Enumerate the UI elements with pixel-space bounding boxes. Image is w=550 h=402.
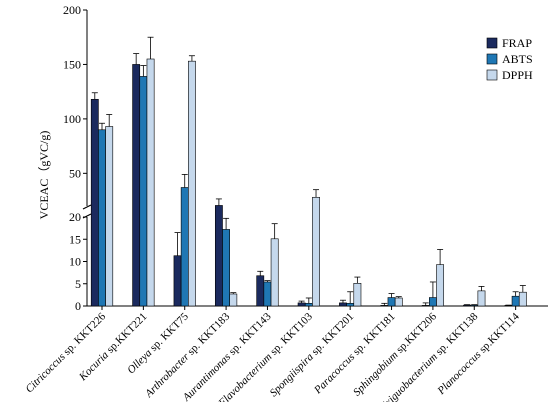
bar-frap: [173, 255, 182, 307]
bar-frap: [132, 64, 141, 307]
y-tick-label: 150: [63, 57, 81, 71]
bar-dpph: [477, 290, 486, 307]
legend-label-frap: FRAP: [502, 36, 532, 50]
bar-frap: [297, 302, 306, 307]
legend-swatch-frap: [486, 37, 498, 49]
axis-break-mark: [82, 204, 92, 210]
y-tick-label: 200: [63, 3, 81, 17]
legend-label-dpph: DPPH: [502, 68, 533, 82]
bar-abts: [304, 303, 313, 307]
bar-dpph: [229, 293, 238, 307]
bar-frap: [256, 275, 265, 307]
legend-label-abts: ABTS: [502, 52, 533, 66]
bar-abts: [263, 281, 272, 307]
bar-frap: [214, 205, 223, 307]
bar-abts: [470, 304, 479, 307]
bar-abts: [346, 303, 355, 307]
bar-dpph: [518, 291, 527, 307]
bar-abts: [180, 187, 189, 307]
y-tick-label: 100: [63, 112, 81, 126]
y-axis-label: VCEAC（gVC/g): [37, 131, 51, 220]
bar-dpph: [394, 297, 403, 307]
bar-dpph: [105, 126, 114, 307]
y-tick-label: 5: [75, 277, 81, 291]
legend: FRAP ABTS DPPH: [486, 36, 533, 82]
legend-swatch-dpph: [486, 69, 498, 81]
y-tick-label: 20: [69, 210, 81, 224]
bar-frap: [339, 302, 347, 307]
bar-dpph: [353, 283, 362, 307]
bar-abts: [222, 229, 230, 307]
bar-abts: [429, 297, 437, 307]
x-tick-label: Citricoccus sp. KKT226: [23, 310, 108, 395]
y-tick-label: 50: [69, 166, 81, 180]
bar-dpph: [312, 196, 320, 307]
bar-dpph: [270, 238, 279, 307]
bar-abts: [98, 129, 106, 307]
y-tick-label: 0: [75, 299, 81, 313]
bars: [90, 58, 527, 307]
bar-dpph: [188, 60, 196, 307]
x-tick-label: Spongiispira sp. KKT201: [268, 311, 357, 400]
x-tick-label: Planococcus sp.KKT114: [435, 310, 522, 397]
bar-abts: [387, 297, 396, 307]
bar-frap: [463, 304, 471, 307]
bar-frap: [90, 98, 99, 307]
bar-dpph: [146, 58, 155, 307]
x-tick-label: Paracoccus sp. KKT181: [311, 311, 397, 397]
error-bars: [91, 36, 526, 306]
bar-abts: [139, 76, 148, 307]
bar-dpph: [436, 264, 445, 307]
legend-swatch-abts: [486, 53, 498, 65]
bar-abts: [511, 295, 520, 307]
y-tick-label: 15: [69, 232, 81, 246]
x-tick-label: Sphingobium sp.KKT206: [351, 310, 439, 398]
y-tick-label: 10: [69, 255, 81, 269]
